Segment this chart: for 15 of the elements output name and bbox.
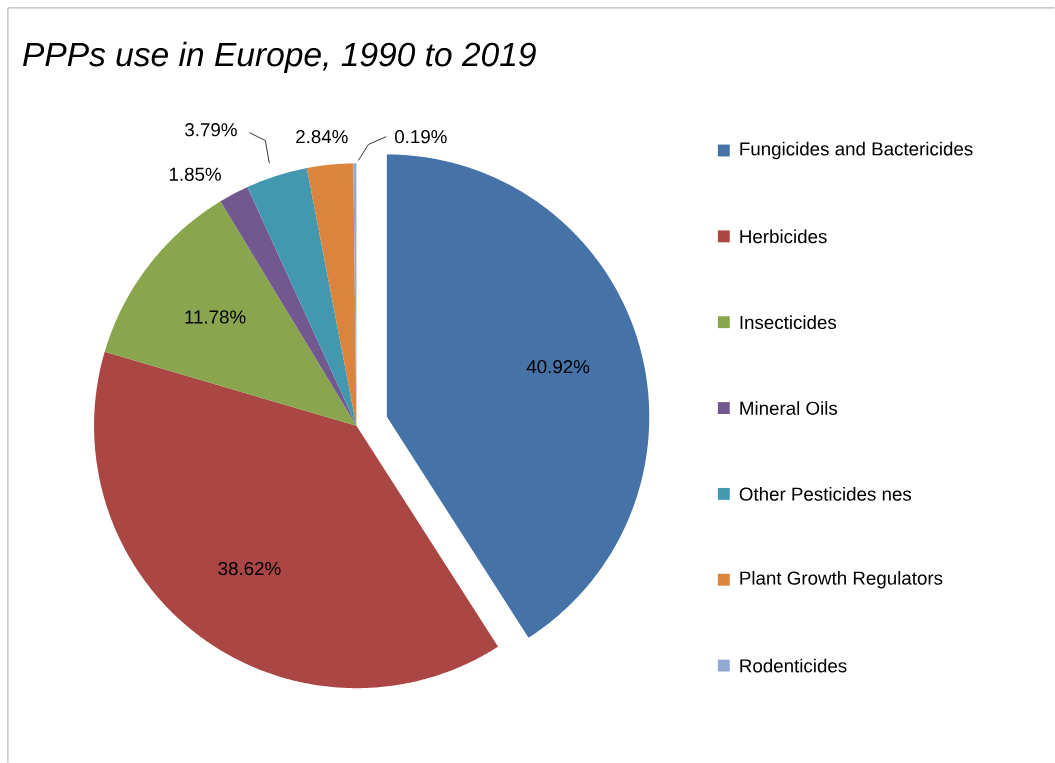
legend-label: Insecticides: [740, 315, 837, 330]
data-label: 11.78%: [185, 310, 246, 324]
data-label: 0.19%: [394, 130, 447, 144]
legend-label: Fungicides and Bactericides: [740, 141, 973, 160]
data-label: 40.92%: [526, 360, 590, 374]
legend-label: Mineral Oils: [740, 401, 838, 415]
data-label: 2.84%: [296, 130, 348, 144]
legend-label: Rodenticides: [740, 658, 847, 673]
legend-label: Plant Growth Regulators: [740, 571, 943, 589]
data-label: 1.85%: [169, 167, 221, 181]
legend-label: Herbicides: [740, 229, 827, 244]
chart-title: PPPs use in Europe, 1990 to 2019: [23, 41, 536, 74]
data-label: 38.62%: [218, 561, 281, 576]
legend-label: Other Pesticides nes: [739, 487, 912, 501]
data-label: 3.79%: [185, 123, 237, 137]
